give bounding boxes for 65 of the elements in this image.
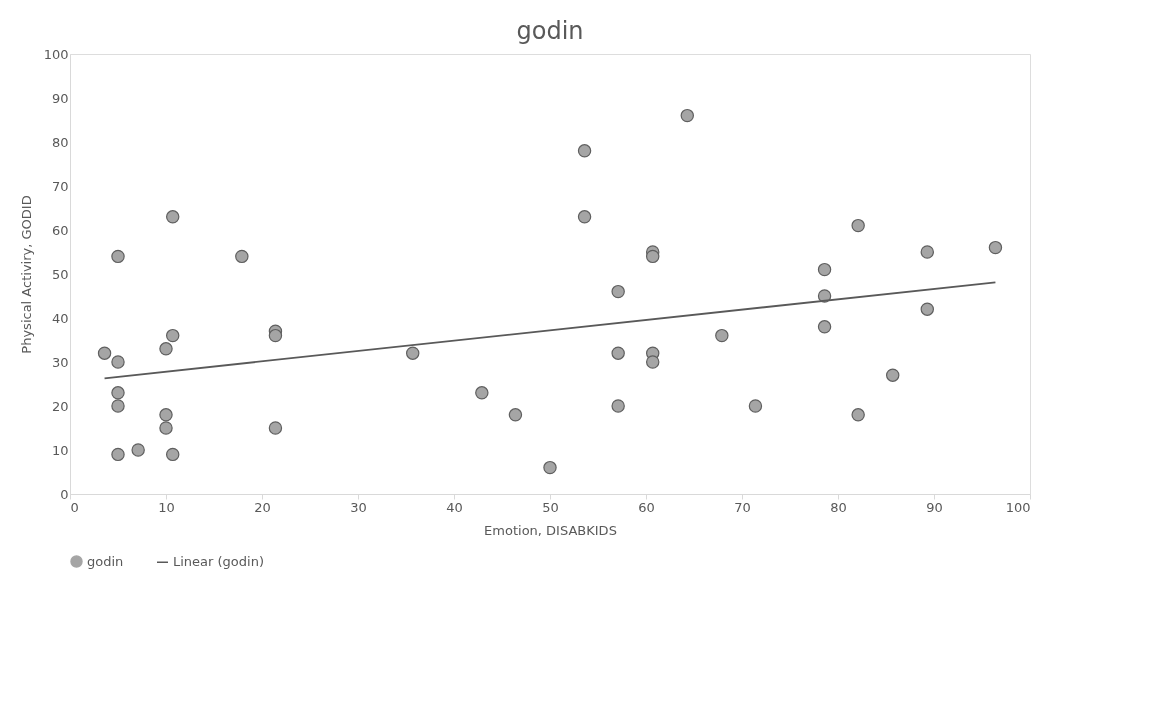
point [577, 210, 592, 224]
legend-label: Linear (godin) [173, 554, 264, 570]
point [988, 240, 1003, 255]
point [268, 328, 283, 343]
y-tick-label: 0 [60, 486, 69, 502]
point [886, 368, 900, 382]
x-tick-label: 30 [350, 499, 367, 515]
point [166, 210, 180, 224]
point [166, 447, 180, 462]
x-tick-label: 90 [926, 499, 943, 515]
x-tick-label: 100 [1005, 499, 1031, 515]
point [131, 443, 145, 457]
y-tick-label: 40 [51, 310, 69, 326]
point [97, 346, 112, 360]
point [646, 355, 660, 369]
point [817, 262, 832, 277]
x-tick-label: 10 [158, 499, 175, 515]
point [748, 399, 763, 413]
point [577, 144, 592, 158]
y-tick-label: 80 [51, 134, 69, 150]
point [475, 386, 489, 400]
point [680, 108, 694, 123]
x-tick-label: 50 [542, 499, 559, 515]
point [646, 249, 660, 264]
point [920, 302, 934, 316]
point [111, 447, 125, 462]
x-tick-label: 40 [446, 499, 463, 515]
point [159, 408, 173, 422]
point [159, 421, 173, 435]
y-tick-label: 10 [51, 442, 69, 458]
point [159, 342, 173, 356]
point [111, 355, 125, 369]
point [111, 249, 125, 264]
x-tick-label: 60 [638, 499, 655, 515]
point [851, 218, 865, 233]
point [611, 346, 625, 360]
point [268, 421, 283, 435]
point [817, 320, 832, 334]
point [851, 408, 865, 422]
point [235, 249, 249, 264]
chart-title: godin [516, 17, 584, 45]
y-tick-label: 30 [51, 354, 69, 370]
x-tick-label: 20 [254, 499, 271, 515]
y-tick-label: 100 [43, 46, 69, 62]
y-tick-label: 20 [51, 398, 69, 414]
y-tick-label: 60 [51, 222, 69, 238]
point [611, 284, 625, 299]
point [111, 386, 125, 400]
point [715, 328, 729, 343]
x-axis-title: Emotion, DISABKIDS [484, 522, 617, 538]
y-tick-label: 70 [51, 178, 69, 194]
legend-label: godin [87, 553, 124, 569]
point [611, 399, 625, 413]
x-tick-label: 0 [70, 499, 79, 515]
point [543, 460, 557, 475]
point [920, 245, 934, 259]
x-tick-label: 70 [734, 499, 751, 515]
y-tick-label: 90 [51, 90, 69, 106]
y-axis-title: Physical Activiry, GODID [18, 195, 34, 354]
point [111, 399, 125, 413]
y-tick-label: 50 [51, 266, 69, 282]
point [406, 346, 420, 360]
point [166, 328, 180, 343]
x-tick-label: 80 [830, 499, 847, 515]
point [508, 408, 523, 422]
